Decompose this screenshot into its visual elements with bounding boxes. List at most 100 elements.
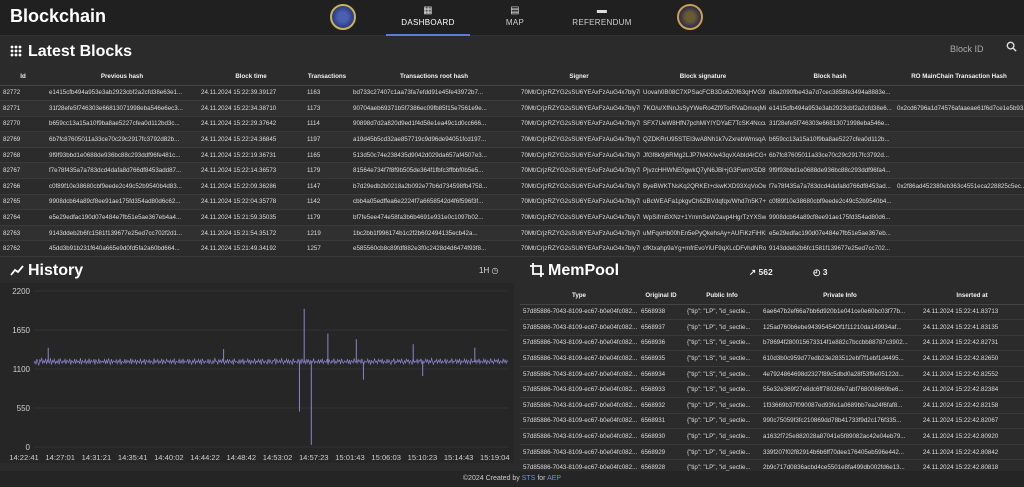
footer-author-link[interactable]: STS <box>521 475 536 482</box>
history-heading: History <box>10 262 83 280</box>
table-cell[interactable] <box>894 85 1024 102</box>
x-tick-label: 15:14:43 <box>444 453 474 462</box>
table-cell: 24.11.2024 15:22:34.38710 <box>198 100 304 117</box>
table-row[interactable]: 57d85886-7043-8109-ec67-b0e04fc082... 656… <box>520 428 1024 445</box>
table-cell: 6b7fc87605011a33ce70c29c2917fc3792d82b..… <box>46 131 198 148</box>
column-header[interactable]: Signer <box>518 68 640 86</box>
table-row[interactable]: 82765 9908dcb64a89cf8ee91ae175fd354ad80d6… <box>0 194 1024 211</box>
x-tick-label: 14:53:02 <box>263 453 293 462</box>
table-row[interactable]: 57d85886-7043-8109-ec67-b0e04fc082... 656… <box>520 413 1024 430</box>
table-row[interactable]: 82763 9143ddeb2b6fc1581f139677e25ed7cc702… <box>0 225 1024 242</box>
table-row[interactable]: 82764 e5e29edfac190d07e484e7fb51e5ae367eb… <box>0 209 1024 226</box>
table-cell[interactable] <box>894 162 1024 180</box>
column-header[interactable]: Block signature <box>640 68 766 86</box>
table-row[interactable]: 57d85886-7043-8109-ec67-b0e04fc082... 656… <box>520 335 1024 352</box>
column-header[interactable]: Transactions <box>304 68 350 86</box>
table-cell: 1173 <box>304 100 350 117</box>
search-icon[interactable] <box>1006 41 1017 52</box>
footer-org-link[interactable]: AEP <box>547 475 562 482</box>
table-cell: 70Mt/CrjzRZYG2sSU6YEAxFzAuG4x7bly7lHWu..… <box>518 178 640 195</box>
table-cell[interactable] <box>894 209 1024 226</box>
column-header[interactable]: Inserted at <box>920 287 1024 305</box>
table-cell: 24.11.2024 15:21:59.35035 <box>198 209 304 226</box>
table-cell: 57d85886-7043-8109-ec67-b0e04fc082... <box>520 444 638 461</box>
table-cell[interactable] <box>894 116 1024 133</box>
table-row[interactable]: 57d85886-7043-8109-ec67-b0e04fc082... 656… <box>520 319 1024 336</box>
table-cell: 9f9f93bbd1e0688de936bc88c293ddf96fa4... <box>766 162 894 180</box>
table-cell: 1197 <box>304 131 350 148</box>
tab-map-label: MAP <box>505 18 525 27</box>
column-header[interactable]: Id <box>0 68 46 86</box>
table-cell: 9143ddeb2b6fc1581f139677e25ed7cc702... <box>766 240 894 258</box>
table-cell: 24.11.2024 15:22:39.39127 <box>198 85 304 102</box>
table-cell: 24.11.2024 15:22:19.36731 <box>198 147 304 164</box>
table-cell: b78694f280015673314f1e882c7bccbb88787c39… <box>760 335 920 352</box>
table-cell[interactable]: 0x2f86ad452380eb363c4551eca228825c5ec... <box>894 178 1024 195</box>
table-cell: uMFqoHb00hEn5ePyQkehsAy+AUFiKzFiHKbRJ... <box>640 225 766 242</box>
table-cell[interactable] <box>894 240 1024 258</box>
table-cell: 90704aeb69371b5f7386ec09fb85f15e7561e9e.… <box>350 100 518 117</box>
table-cell: {"tip": "LS", "id_sectie... <box>684 335 760 352</box>
column-header[interactable]: Block hash <box>766 68 894 86</box>
table-cell: 6568931 <box>638 413 684 430</box>
table-cell[interactable] <box>894 131 1024 148</box>
table-cell: 45dd3b91b231f640a665e9d0fd5fa2a60bd664..… <box>46 240 198 258</box>
y-tick-label: 1100 <box>13 365 31 374</box>
table-cell: uBcWEAFa1pkgvCh6ZBVdqfqx/Whd7n5K7+Ge... <box>640 194 766 211</box>
table-row[interactable]: 82770 b659cc13a15a10f9ba8ae5227cfea0d112b… <box>0 116 1024 133</box>
table-cell: 990c75059f3fc210869dd78b41733f9d2c176f33… <box>760 413 920 430</box>
column-header[interactable]: Private Info <box>760 287 920 305</box>
table-row[interactable]: 82769 6b7fc87605011a33ce70c29c2917fc3792d… <box>0 131 1024 148</box>
table-row[interactable]: 57d85886-7043-8109-ec67-b0e04fc082... 656… <box>520 366 1024 383</box>
x-tick-label: 15:10:23 <box>408 453 438 462</box>
table-cell: {"tip": "LP", "id_sectie... <box>684 319 760 336</box>
table-row[interactable]: 82766 c0f89f10e38680cbf9eede2c49c52b9540b… <box>0 178 1024 195</box>
table-cell[interactable]: 0x2cd6796a1d74576afaaeae61f6d7ce1e5b93..… <box>894 100 1024 117</box>
y-tick-label: 550 <box>17 404 31 413</box>
table-cell: 6b7fc87605011a33ce70c29c2917fc3792d... <box>766 147 894 164</box>
block-id-search-input[interactable]: Block ID <box>950 44 984 54</box>
table-cell: 57d85886-7043-8109-ec67-b0e04fc082... <box>520 335 638 352</box>
table-row[interactable]: 82767 f7e78f435a7a783dcd4dafa8d766df8453a… <box>0 162 1024 180</box>
table-cell: 1bc2bb1f996174b1c2f2b602494135ecb42a... <box>350 225 518 242</box>
table-cell[interactable] <box>894 225 1024 242</box>
column-header[interactable]: Transactions root hash <box>350 68 518 86</box>
table-cell[interactable] <box>894 147 1024 164</box>
table-row[interactable]: 57d85886-7043-8109-ec67-b0e04fc082... 656… <box>520 304 1024 321</box>
table-cell: 70Mt/CrjzRZYG2sSU6YEAxFzAuG4x7bly7lHWu..… <box>518 85 640 102</box>
table-cell: SFX7UeW8HfN7pchMiYIYDYaE7TcSK4NccuRJ... <box>640 116 766 133</box>
tab-referendum-label: REFERENDUM <box>572 18 632 27</box>
table-cell: 339f207f02f82914b6b6ff70dee176405eb596e4… <box>760 444 920 461</box>
tab-dashboard[interactable]: ▦ DASHBOARD <box>386 4 470 36</box>
tab-map[interactable]: ▤ MAP <box>490 4 540 36</box>
table-cell: 24.11.2024 15:22:42.80842 <box>920 444 1024 461</box>
column-header[interactable]: Block time <box>198 68 304 86</box>
table-cell[interactable] <box>894 194 1024 211</box>
column-header[interactable]: Original ID <box>638 287 684 305</box>
y-tick-label: 2200 <box>12 287 30 296</box>
table-row[interactable]: 82772 e1415cfb494a953e3ab2923cbf2a2cfd38e… <box>0 85 1024 102</box>
table-cell: 6568935 <box>638 350 684 367</box>
table-cell: 1165 <box>304 147 350 164</box>
history-title: History <box>28 262 84 279</box>
table-cell: 82767 <box>0 162 46 180</box>
column-header[interactable]: Previous hash <box>46 68 198 86</box>
table-row[interactable]: 57d85886-7043-8109-ec67-b0e04fc082... 656… <box>520 397 1024 414</box>
table-cell: 82771 <box>0 100 46 117</box>
time-range-label: 1H <box>479 266 490 275</box>
table-row[interactable]: 57d85886-7043-8109-ec67-b0e04fc082... 656… <box>520 350 1024 367</box>
table-row[interactable]: 57d85886-7043-8109-ec67-b0e04fc082... 656… <box>520 444 1024 461</box>
table-row[interactable]: 82762 45dd3b91b231f640a665e9d0fd5fa2a60bd… <box>0 240 1024 258</box>
column-header[interactable]: Type <box>520 287 638 305</box>
table-cell: {"tip": "LP", "id_sectie... <box>684 397 760 414</box>
table-row[interactable]: 82771 31f28efe5f746303e66813071998eba546e… <box>0 100 1024 117</box>
table-row[interactable]: 82768 9f9f93bbd1e0688de936bc88c293ddf96fe… <box>0 147 1024 164</box>
column-header[interactable]: RO MainChain Transaction Hash <box>894 68 1024 86</box>
table-cell: 1114 <box>304 116 350 133</box>
tab-referendum[interactable]: ▬ REFERENDUM <box>565 4 639 36</box>
column-header[interactable]: Public Info <box>684 287 760 305</box>
mempool-history-stat: ◴ 3 <box>813 267 828 278</box>
time-range-button[interactable]: 1H ◷ <box>479 266 498 275</box>
table-cell: 31f28efe5f746303e66813071998eba546e... <box>766 116 894 133</box>
table-row[interactable]: 57d85886-7043-8109-ec67-b0e04fc082... 656… <box>520 381 1024 399</box>
